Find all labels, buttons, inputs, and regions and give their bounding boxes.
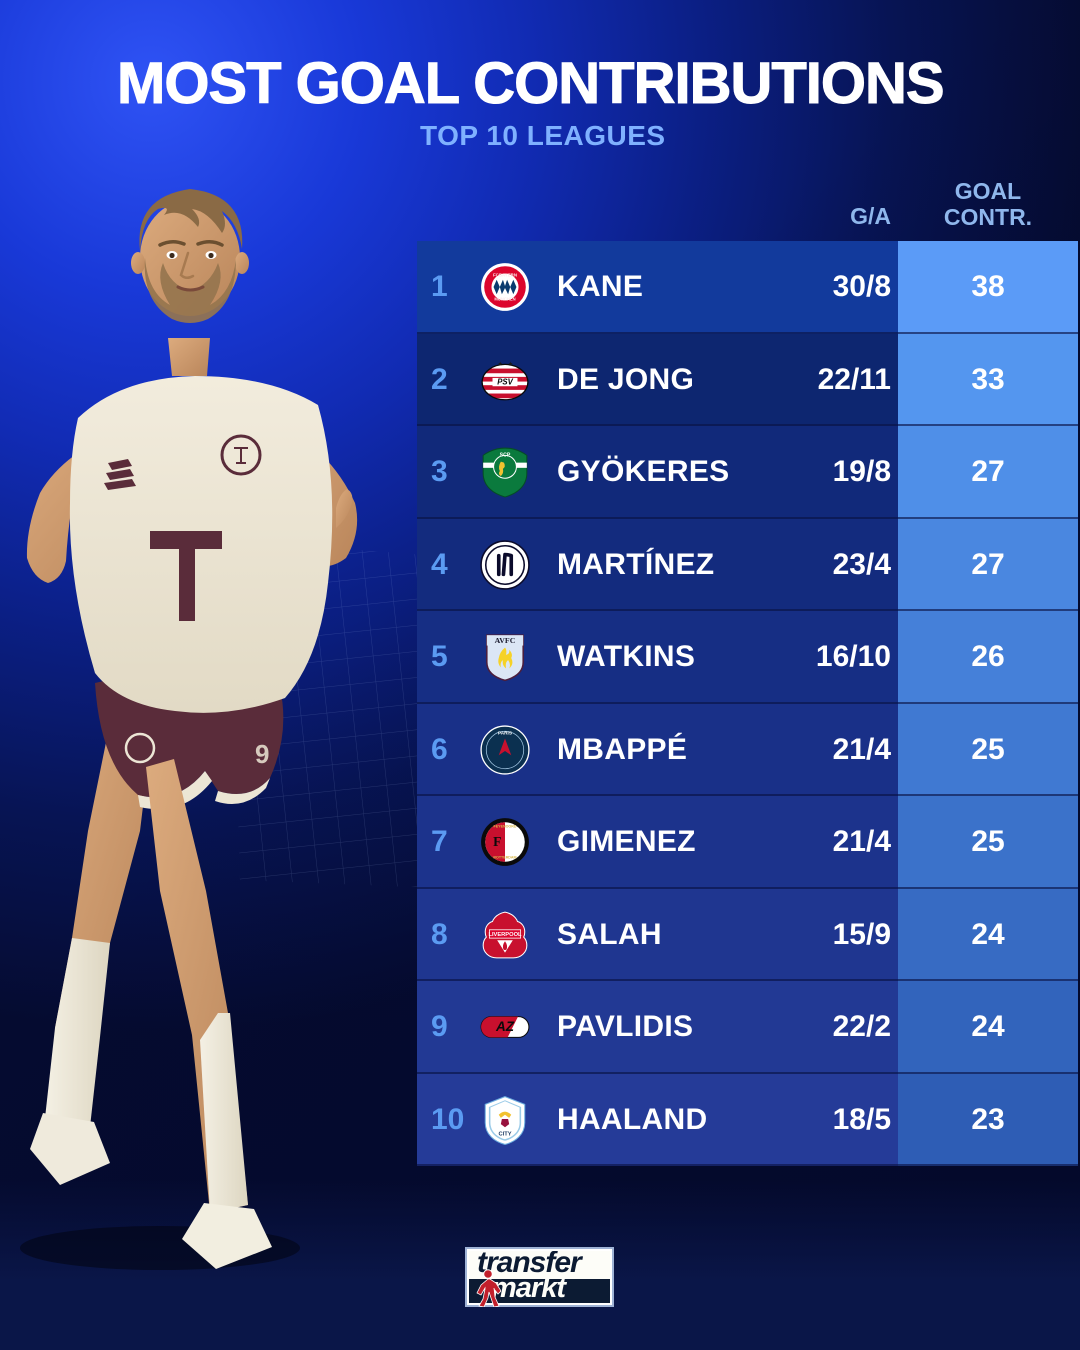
svg-text:AZ: AZ [495,1019,515,1034]
svg-text:LIVERPOOL: LIVERPOOL [488,932,522,938]
svg-text:SCP: SCP [500,453,511,459]
svg-text:FEYENOORD: FEYENOORD [494,825,517,829]
svg-text:MUNCHEN: MUNCHEN [494,297,515,302]
svg-text:FCBAYERN: FCBAYERN [493,273,517,278]
svg-text:AVFC: AVFC [495,636,516,645]
svg-text:F: F [493,834,501,849]
svg-text:9: 9 [255,739,269,769]
svg-text:CITY: CITY [498,1131,511,1137]
svg-text:★: ★ [508,360,513,367]
svg-text:★: ★ [498,360,503,367]
svg-text:PSV: PSV [497,377,513,386]
svg-text:PARIS: PARIS [498,730,512,735]
svg-text:ROTTERDAM: ROTTERDAM [493,856,516,860]
